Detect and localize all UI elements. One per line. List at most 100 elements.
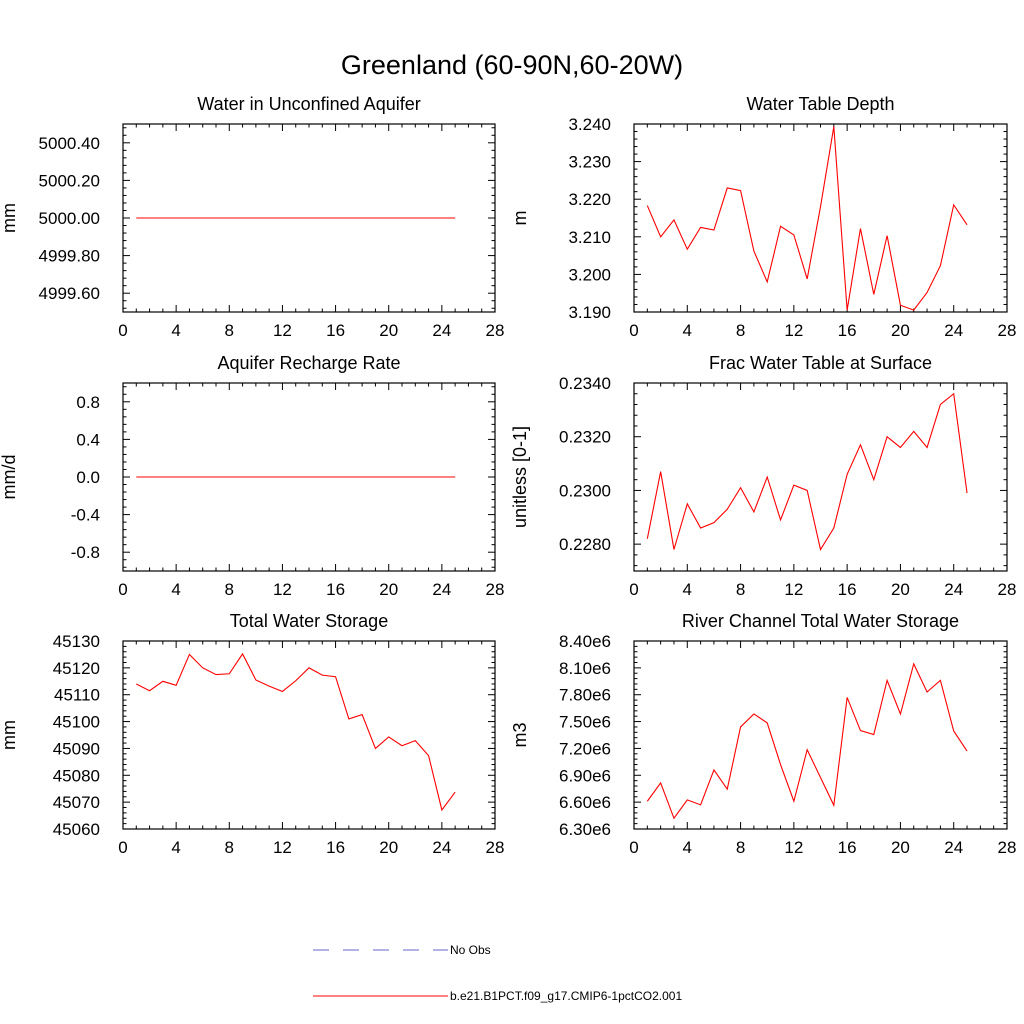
x-tick-label: 12 [273,838,292,857]
x-tick-label: 0 [118,838,127,857]
y-tick-label: 6.60e6 [559,793,611,812]
y-tick-label: 3.220 [568,190,611,209]
y-tick-label: 3.200 [568,265,611,284]
y-tick-label: 8.40e6 [559,632,611,651]
chart-panel: Water in Unconfined Aquifer mm 0 4 8 12 16 20 24… [0,94,504,340]
y-tick-label: 8.10e6 [559,659,611,678]
legend-item: b.e21.B1PCT.f09_g17.CMIP6-1pctCO2.001 [313,989,682,1003]
x-tick-label: 28 [998,838,1017,857]
x-tick-label: 20 [379,838,398,857]
x-tick-label: 24 [432,321,451,340]
x-tick-label: 12 [273,321,292,340]
chart-panel: Frac Water Table at Surface unitless [0-1… [510,353,1016,599]
legend: No Obs b.e21.B1PCT.f09_g17.CMIP6-1pctCO2.… [313,943,682,1003]
x-tick-label: 12 [784,580,803,599]
x-tick-label: 8 [736,580,745,599]
y-tick-label: 0.8 [76,393,100,412]
plot-frame [122,382,496,572]
x-tick-label: 8 [736,321,745,340]
x-tick-label: 16 [326,838,345,857]
y-tick-label: 45110 [54,686,100,705]
x-tick-label: 0 [118,321,127,340]
x-tick-label: 16 [838,838,857,857]
panel-title: Water in Unconfined Aquifer [197,94,420,114]
y-tick-label: 7.20e6 [559,739,611,758]
panel-title: Frac Water Table at Surface [709,353,932,373]
plot-frame [122,123,496,313]
x-tick-label: 20 [379,321,398,340]
x-tick-label: 28 [486,321,505,340]
y-tick-label: 45100 [53,713,100,732]
x-tick-label: 0 [118,580,127,599]
x-tick-label: 24 [432,838,451,857]
series-line [646,126,968,311]
x-tick-label: 12 [784,838,803,857]
x-tick-label: 4 [683,321,692,340]
y-tick-label: 6.30e6 [559,820,611,839]
x-tick-label: 20 [379,580,398,599]
series-line [646,662,968,820]
y-tick-label: 5000.20 [39,171,100,190]
x-tick-label: 8 [736,838,745,857]
y-tick-label: -0.4 [71,506,100,525]
x-tick-label: 4 [171,838,180,857]
x-tick-label: 4 [683,838,692,857]
y-tick-label: 0.2280 [559,535,611,554]
y-tick-label: 45090 [53,739,100,758]
y-tick-label: 0.2300 [559,481,611,500]
y-tick-label: 3.230 [568,153,611,172]
y-tick-label: 4999.60 [39,284,100,303]
x-tick-label: 4 [171,580,180,599]
y-tick-label: 5000.40 [39,134,100,153]
x-tick-label: 28 [998,580,1017,599]
chart-panel: Total Water Storage mm 0 4 8 12 16 20 24 28 45060 4… [0,611,504,857]
x-tick-label: 24 [944,838,963,857]
x-tick-label: 28 [486,838,505,857]
y-tick-label: 0.2320 [559,428,611,447]
x-tick-label: 16 [326,580,345,599]
x-tick-label: 28 [486,580,505,599]
x-tick-label: 0 [629,321,638,340]
y-tick-label: 6.90e6 [559,766,611,785]
figure-title: Greenland (60-90N,60-20W) [341,50,683,80]
panel-title: Aquifer Recharge Rate [217,353,400,373]
y-tick-label: 3.210 [568,228,611,247]
y-tick-label: 0.4 [76,430,100,449]
panel-title: River Channel Total Water Storage [682,611,959,631]
x-tick-label: 28 [998,321,1017,340]
y-tick-label: 3.190 [568,303,611,322]
plot-frame [122,640,496,830]
x-tick-label: 16 [838,321,857,340]
x-tick-label: 16 [838,580,857,599]
y-tick-label: 45080 [53,766,100,785]
legend-label: b.e21.B1PCT.f09_g17.CMIP6-1pctCO2.001 [450,989,682,1003]
y-axis-label: mm [0,203,19,233]
plot-frame [633,640,1008,830]
chart-panel: Water Table Depth m 0 4 8 12 16 20 24 28 3.190 3.20… [510,94,1016,340]
y-tick-label: 5000.00 [39,209,100,228]
chart-panel: Aquifer Recharge Rate mm/d 0 4 8 12 16 20 24 28 -0… [0,353,504,599]
y-tick-label: 4999.80 [39,247,100,266]
legend-label: No Obs [450,943,491,957]
x-tick-label: 20 [891,321,910,340]
y-tick-label: 45120 [53,659,100,678]
x-tick-label: 20 [891,838,910,857]
panel-title: Water Table Depth [746,94,894,114]
x-tick-label: 20 [891,580,910,599]
x-tick-label: 16 [326,321,345,340]
y-tick-label: 45070 [53,793,100,812]
x-tick-label: 8 [225,838,234,857]
plot-frame [633,123,1008,313]
chart-panel: River Channel Total Water Storage m3 0 4 8 12… [510,611,1016,857]
y-axis-label: mm [0,720,19,750]
x-tick-label: 4 [171,321,180,340]
y-tick-label: 0.0 [76,468,100,487]
y-axis-label: unitless [0-1] [510,426,530,528]
y-tick-label: 45060 [53,820,100,839]
y-tick-label: 7.80e6 [559,686,611,705]
y-tick-label: 45130 [53,632,100,651]
x-tick-label: 8 [225,580,234,599]
x-tick-label: 12 [273,580,292,599]
